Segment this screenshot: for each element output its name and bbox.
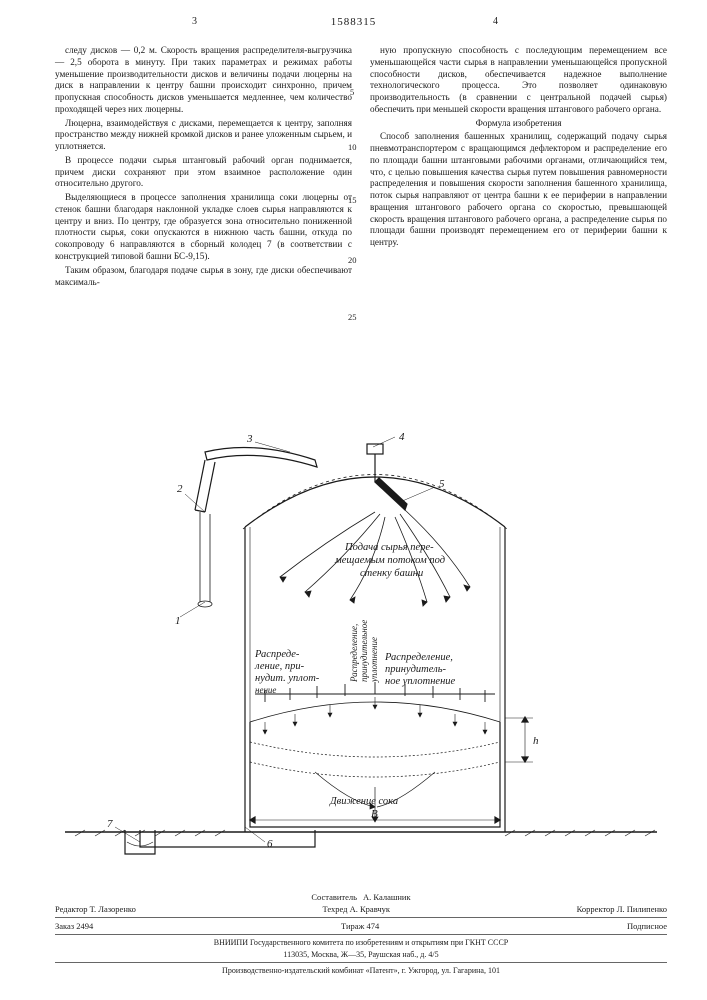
line-num: 5 bbox=[350, 87, 354, 97]
page-left-num: 3 bbox=[192, 16, 197, 27]
fig-label: принудитель- bbox=[385, 664, 446, 675]
formula-title: Формула изобретения bbox=[370, 118, 667, 130]
para: Выделяющиеся в процессе заполнения храни… bbox=[55, 192, 352, 263]
fig-label: Распреде- bbox=[254, 649, 300, 660]
tirazh-num: 474 bbox=[367, 921, 380, 931]
divider bbox=[55, 962, 667, 963]
fig-label: Распределение, bbox=[384, 652, 453, 663]
divider bbox=[55, 934, 667, 935]
tech-label: Техред bbox=[322, 904, 347, 914]
fig-ref-2: 2 bbox=[177, 483, 183, 495]
composer-label: Составитель bbox=[311, 892, 357, 902]
fig-ref-5: 5 bbox=[439, 478, 445, 490]
org-line: ВНИИПИ Государственного комитета по изоб… bbox=[55, 938, 667, 947]
fig-label: ление, при- bbox=[254, 661, 305, 672]
fig-dim-B: B bbox=[371, 808, 378, 820]
document-number: 1588315 bbox=[331, 16, 377, 28]
text-columns: следу дисков — 0,2 м. Скорость вращения … bbox=[55, 45, 667, 290]
tech-name: А. Кравчук bbox=[350, 904, 390, 914]
line-num: 20 bbox=[348, 255, 357, 265]
fig-label: ное уплотнение bbox=[385, 676, 456, 687]
fig-ref-3: 3 bbox=[246, 433, 253, 445]
fig-label: нудит. уплот- bbox=[255, 673, 320, 684]
editor-name: Т. Лазоренко bbox=[90, 904, 136, 914]
para: Таким образом, благодаря подаче сырья в … bbox=[55, 265, 352, 289]
fig-label: стенку башни bbox=[360, 568, 423, 579]
footer: Составитель А. Калашник Редактор Т. Лазо… bbox=[55, 892, 667, 975]
corr-name: Л. Пилипенко bbox=[617, 904, 667, 914]
fig-label: Движение сока bbox=[329, 796, 398, 807]
fig-label: Распределение, bbox=[349, 624, 359, 683]
para: Люцерна, взаимодействуя с дисками, перем… bbox=[55, 118, 352, 153]
fig-ref-6: 6 bbox=[267, 838, 273, 850]
fig-label: нение bbox=[255, 685, 276, 695]
fig-label: мещаемым потоком под bbox=[334, 555, 445, 566]
order-label: Заказ bbox=[55, 921, 74, 931]
line-num: 10 bbox=[348, 142, 357, 152]
para: В процессе подачи сырья штанговый рабочи… bbox=[55, 155, 352, 190]
order-num: 2494 bbox=[76, 921, 93, 931]
page-right-num: 4 bbox=[493, 16, 498, 27]
fig-ref-1: 1 bbox=[175, 615, 181, 627]
fig-dim-h: h bbox=[533, 735, 539, 747]
para: следу дисков — 0,2 м. Скорость вращения … bbox=[55, 45, 352, 116]
para: ную пропускную способность с последующим… bbox=[370, 45, 667, 116]
corr-label: Корректор bbox=[577, 904, 615, 914]
fig-label: принудительное bbox=[359, 620, 369, 682]
composer-name: А. Калашник bbox=[363, 892, 411, 902]
divider bbox=[55, 917, 667, 918]
fig-label: Подача сырья пере- bbox=[344, 542, 434, 553]
org-line: 113035, Москва, Ж—35, Раушская наб., д. … bbox=[55, 950, 667, 959]
fig-ref-7: 7 bbox=[107, 818, 113, 830]
line-num: 25 bbox=[348, 312, 357, 322]
left-column: следу дисков — 0,2 м. Скорость вращения … bbox=[55, 45, 352, 290]
editor-label: Редактор bbox=[55, 904, 88, 914]
technical-figure: 1 2 3 4 5 6 7 h B Подача сырья пере- мещ… bbox=[55, 432, 667, 862]
org-line: Производственно-издательский комбинат «П… bbox=[55, 966, 667, 975]
right-column: ную пропускную способность с последующим… bbox=[370, 45, 667, 290]
fig-ref-4: 4 bbox=[399, 432, 405, 443]
line-num: 15 bbox=[348, 195, 357, 205]
fig-label: уплотнение bbox=[369, 637, 379, 683]
subscription: Подписное bbox=[627, 921, 667, 931]
para-formula: Способ заполнения башенных хранилищ, сод… bbox=[370, 131, 667, 249]
tirazh-label: Тираж bbox=[341, 921, 364, 931]
